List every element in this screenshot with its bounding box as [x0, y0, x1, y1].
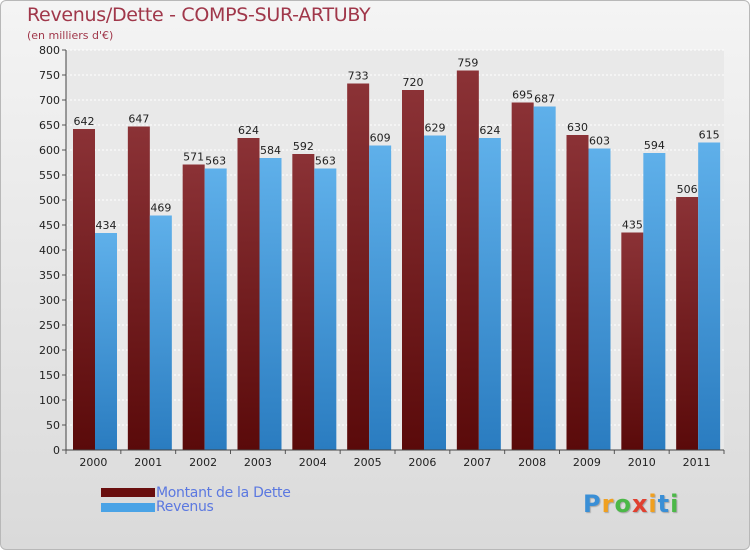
data-label-dette: 592 — [293, 140, 314, 153]
x-tick-label: 2004 — [299, 456, 327, 469]
data-label-dette: 624 — [238, 124, 259, 137]
bar-dette — [676, 197, 699, 450]
data-label-revenus: 594 — [644, 139, 665, 152]
y-tick-label: 200 — [39, 344, 60, 357]
data-label-revenus: 615 — [699, 129, 720, 142]
bar-dette — [292, 154, 315, 450]
bar-dette — [347, 83, 370, 450]
chart-title: Revenus/Dette - COMPS-SUR-ARTUBY — [27, 4, 371, 26]
proxiti-logo: Proxiti — [583, 490, 680, 518]
data-label-dette: 720 — [403, 76, 424, 89]
x-tick-label: 2002 — [189, 456, 217, 469]
legend-swatch-revenus — [101, 503, 155, 512]
legend-swatch-dette — [101, 488, 155, 497]
x-tick-label: 2000 — [79, 456, 107, 469]
y-tick-label: 500 — [39, 194, 60, 207]
legend-label-revenus: Revenus — [156, 499, 214, 515]
data-label-revenus: 687 — [534, 93, 555, 106]
data-label-dette: 630 — [567, 121, 588, 134]
bar-dette — [127, 126, 150, 450]
bar-dette — [456, 70, 479, 450]
bar-dette — [402, 90, 424, 450]
y-tick-label: 450 — [39, 219, 60, 232]
data-label-dette: 642 — [74, 115, 95, 128]
y-tick-label: 650 — [39, 119, 60, 132]
y-tick-label: 400 — [39, 244, 60, 257]
bar-revenus — [149, 215, 172, 450]
bar-revenus — [588, 148, 611, 450]
bar-revenus — [533, 106, 556, 450]
data-label-revenus: 563 — [205, 155, 226, 168]
bar-revenus — [369, 145, 392, 450]
x-tick-label: 2003 — [244, 456, 272, 469]
y-tick-label: 300 — [39, 294, 60, 307]
data-label-dette: 759 — [457, 57, 478, 70]
y-tick-label: 100 — [39, 394, 60, 407]
bar-revenus — [643, 153, 666, 450]
data-label-dette: 733 — [348, 70, 369, 83]
bar-dette — [73, 129, 95, 450]
legend-label-dette: Montant de la Dette — [156, 485, 291, 501]
y-tick-label: 150 — [39, 369, 60, 382]
x-tick-label: 2009 — [573, 456, 601, 469]
data-label-revenus: 603 — [589, 135, 610, 148]
y-tick-label: 550 — [39, 169, 60, 182]
y-tick-label: 600 — [39, 144, 60, 157]
bar-revenus — [424, 135, 446, 450]
data-label-revenus: 609 — [370, 132, 391, 145]
data-label-dette: 506 — [677, 183, 698, 196]
y-tick-label: 800 — [39, 44, 60, 57]
bar-dette — [182, 164, 205, 450]
data-label-dette: 647 — [128, 113, 149, 126]
x-tick-label: 2005 — [354, 456, 382, 469]
x-tick-label: 2008 — [518, 456, 546, 469]
data-label-revenus: 434 — [96, 219, 117, 232]
bar-revenus — [478, 138, 501, 450]
data-label-revenus: 469 — [150, 202, 171, 215]
bar-revenus — [259, 158, 282, 450]
data-label-dette: 571 — [183, 151, 204, 164]
x-tick-label: 2007 — [463, 456, 491, 469]
bar-dette — [511, 102, 534, 450]
data-label-revenus: 563 — [315, 155, 336, 168]
data-label-dette: 435 — [622, 219, 643, 232]
data-label-dette: 695 — [512, 89, 533, 102]
bar-dette — [566, 135, 589, 450]
y-tick-label: 50 — [46, 419, 60, 432]
x-tick-label: 2011 — [683, 456, 711, 469]
bar-revenus — [698, 142, 721, 450]
bar-dette — [621, 232, 644, 450]
x-tick-label: 2001 — [134, 456, 162, 469]
data-label-revenus: 629 — [425, 122, 446, 135]
y-tick-label: 0 — [53, 444, 60, 457]
bar-dette — [237, 138, 260, 450]
bar-revenus — [95, 233, 117, 450]
bar-revenus — [314, 168, 337, 450]
data-label-revenus: 584 — [260, 144, 281, 157]
y-tick-label: 700 — [39, 94, 60, 107]
y-tick-label: 750 — [39, 69, 60, 82]
y-tick-label: 350 — [39, 269, 60, 282]
bar-revenus — [204, 168, 227, 450]
x-tick-label: 2006 — [408, 456, 436, 469]
x-tick-label: 2010 — [628, 456, 656, 469]
chart-subtitle: (en milliers d'€) — [27, 29, 114, 42]
data-label-revenus: 624 — [479, 124, 500, 137]
y-tick-label: 250 — [39, 319, 60, 332]
